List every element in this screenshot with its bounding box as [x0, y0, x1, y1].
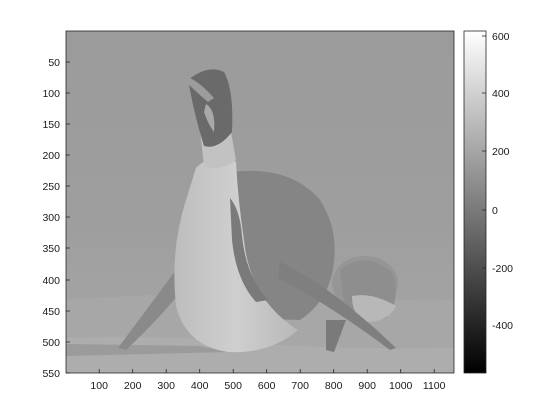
- y-tick-label: 200: [42, 150, 60, 162]
- image-axes-box: [65, 30, 455, 374]
- colorbar-ticks: [482, 35, 486, 326]
- colorbar-tick-label: 600: [492, 31, 510, 43]
- y-tick-label: 500: [42, 337, 60, 349]
- x-tick-label: 1000: [389, 380, 413, 392]
- x-tick-label: 600: [258, 380, 276, 392]
- y-tick-label: 550: [42, 368, 60, 380]
- y-tick-label: 150: [42, 119, 60, 131]
- y-tick-label: 350: [42, 243, 60, 255]
- second-penguin: [332, 256, 398, 322]
- x-tick-label: 400: [191, 380, 209, 392]
- x-axis-ticks: [98, 369, 435, 373]
- y-tick-label: 100: [42, 88, 60, 100]
- y-tick-label: 300: [42, 212, 60, 224]
- y-tick-label: 250: [42, 181, 60, 193]
- x-tick-label: 1100: [423, 380, 446, 392]
- y-tick-label: 400: [42, 275, 60, 287]
- x-tick-label: 700: [291, 380, 309, 392]
- main-penguin: [118, 69, 396, 353]
- x-tick-label: 300: [157, 380, 175, 392]
- x-tick-label: 200: [124, 380, 142, 392]
- image-area: [66, 31, 454, 373]
- y-tick-label: 450: [42, 306, 60, 318]
- colorbar-tick-label: -200: [492, 263, 513, 275]
- colorbar-tick-label: 0: [492, 205, 498, 217]
- y-axis-ticks: [66, 61, 70, 374]
- x-tick-label: 900: [358, 380, 376, 392]
- x-tick-label: 100: [90, 380, 108, 392]
- y-axis-labels: 50 100 150 200 250 300 350 400 450 500 5…: [42, 57, 60, 380]
- colorbar: 600 400 200 0 -200 -400: [463, 30, 513, 374]
- x-tick-label: 800: [325, 380, 343, 392]
- x-tick-label: 500: [224, 380, 242, 392]
- colorbar-tick-label: -400: [492, 320, 513, 332]
- colorbar-tick-label: 400: [492, 88, 510, 100]
- snow-streak: [66, 344, 230, 356]
- y-tick-label: 50: [48, 57, 60, 69]
- colorbar-tick-label: 200: [492, 146, 510, 158]
- x-axis-labels: 100 200 300 400 500 600 700 800 900 1000…: [90, 380, 445, 392]
- colorbar-gradient: [463, 30, 487, 374]
